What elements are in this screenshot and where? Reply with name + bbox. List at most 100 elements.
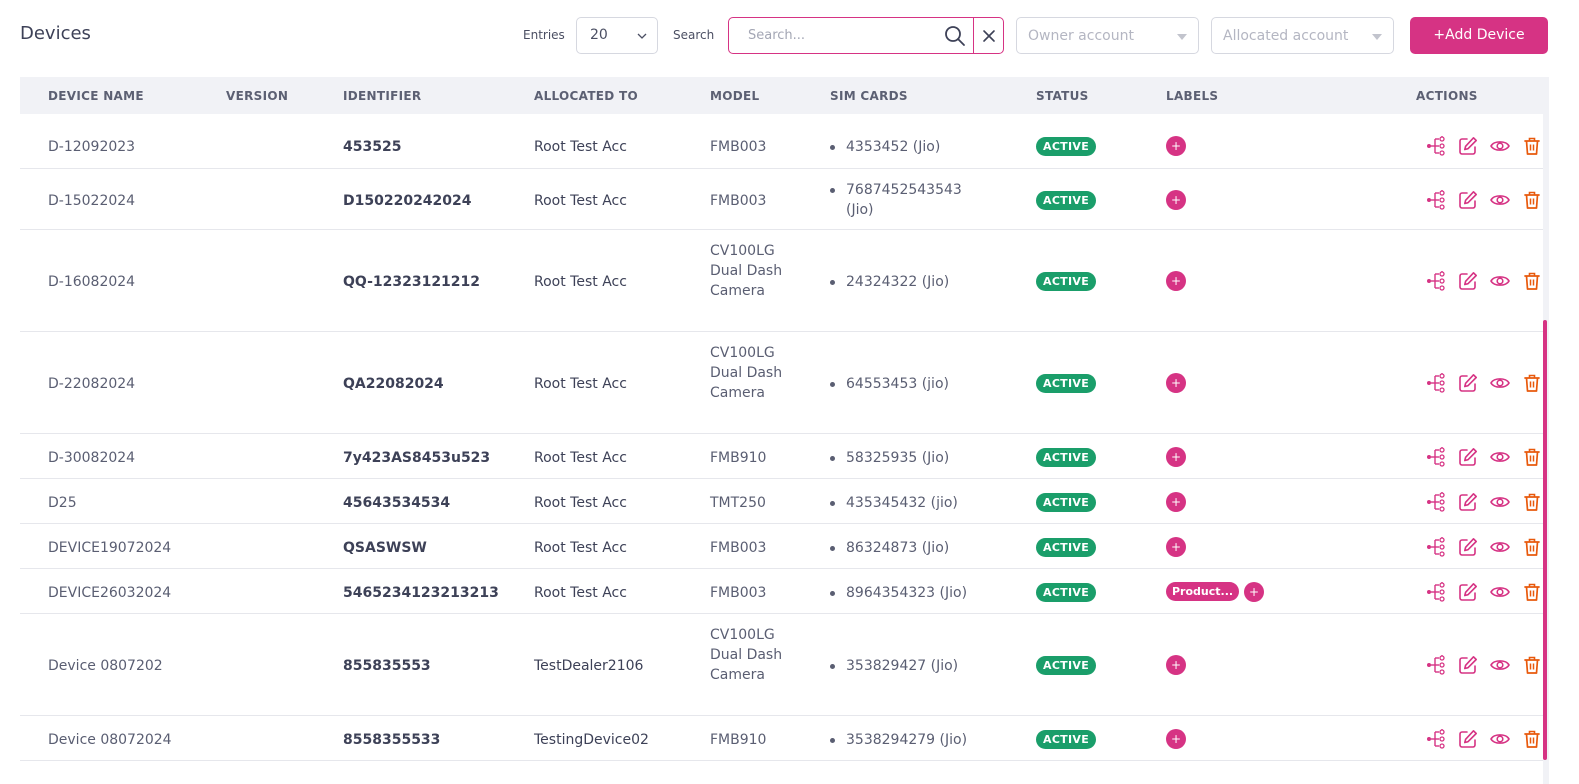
search-divider	[973, 18, 974, 53]
status-badge: ACTIVE	[1036, 374, 1097, 393]
device-name: D-15022024	[48, 192, 136, 209]
delete-icon[interactable]	[1521, 491, 1543, 513]
search-icon[interactable]	[943, 24, 967, 48]
add-device-button[interactable]: +Add Device	[1410, 17, 1548, 54]
col-device-name[interactable]: DEVICE NAME	[48, 89, 144, 103]
caret-down-icon	[1372, 34, 1382, 40]
labels-cell: +	[1166, 536, 1186, 557]
labels-cell: +	[1166, 373, 1186, 393]
col-sim-cards[interactable]: SIM CARDS	[830, 89, 908, 103]
device-sim-card: 353829427 (Jio)	[830, 656, 990, 676]
edit-icon[interactable]	[1457, 270, 1479, 292]
delete-icon[interactable]	[1521, 728, 1543, 750]
device-sim-card: 8964354323 (Jio)	[830, 583, 990, 603]
view-icon[interactable]	[1489, 654, 1511, 676]
row-actions	[1425, 189, 1543, 211]
device-allocated-to: Root Test Acc	[534, 139, 627, 155]
labels-cell: +	[1166, 189, 1186, 210]
owner-account-dropdown[interactable]: Owner account	[1016, 17, 1199, 54]
scrollbar-thumb[interactable]	[1543, 320, 1547, 760]
view-icon[interactable]	[1489, 728, 1511, 750]
device-identifier: 453525	[343, 139, 402, 155]
device-model: FMB910	[710, 731, 767, 748]
col-allocated-to[interactable]: ALLOCATED TO	[534, 89, 639, 103]
device-sim-card: 86324873 (Jio)	[830, 538, 990, 558]
add-label-icon[interactable]: +	[1166, 446, 1186, 467]
search-input[interactable]	[730, 19, 940, 52]
hierarchy-icon[interactable]	[1425, 654, 1447, 676]
add-label-icon[interactable]: +	[1166, 189, 1186, 210]
view-icon[interactable]	[1489, 536, 1511, 558]
add-label-icon[interactable]: +	[1166, 373, 1186, 393]
table-row: D-30082024 7y423AS8453u523 Root Test Acc FM…	[20, 434, 1544, 479]
device-allocated-to: Root Test Acc	[534, 494, 627, 511]
edit-icon[interactable]	[1457, 135, 1479, 157]
add-label-icon[interactable]: +	[1166, 536, 1186, 557]
entries-select[interactable]: 20	[576, 17, 658, 54]
delete-icon[interactable]	[1521, 189, 1543, 211]
add-label-icon[interactable]: +	[1166, 136, 1186, 156]
labels-cell: +	[1166, 271, 1186, 291]
hierarchy-icon[interactable]	[1425, 581, 1447, 603]
device-name: D-22082024	[48, 376, 136, 392]
delete-icon[interactable]	[1521, 581, 1543, 603]
edit-icon[interactable]	[1457, 189, 1479, 211]
add-label-icon[interactable]: +	[1166, 655, 1186, 675]
status-badge: ACTIVE	[1036, 190, 1097, 210]
labels-cell: +	[1166, 491, 1186, 512]
view-icon[interactable]	[1489, 446, 1511, 468]
page-title: Devices	[20, 23, 91, 44]
allocated-account-placeholder: Allocated account	[1223, 28, 1349, 44]
col-version[interactable]: VERSION	[226, 89, 289, 103]
hierarchy-icon[interactable]	[1425, 446, 1447, 468]
table-row: D25 45643534534 Root Test Acc TMT250 4353454…	[20, 479, 1544, 524]
page-header: Devices Entries 20 Search Owner account …	[0, 0, 1579, 76]
delete-icon[interactable]	[1521, 446, 1543, 468]
delete-icon[interactable]	[1521, 372, 1543, 394]
hierarchy-icon[interactable]	[1425, 536, 1447, 558]
hierarchy-icon[interactable]	[1425, 270, 1447, 292]
close-icon[interactable]	[979, 26, 999, 46]
delete-icon[interactable]	[1521, 270, 1543, 292]
add-label-icon[interactable]: +	[1166, 271, 1186, 291]
row-actions	[1425, 446, 1543, 468]
hierarchy-icon[interactable]	[1425, 189, 1447, 211]
edit-icon[interactable]	[1457, 446, 1479, 468]
view-icon[interactable]	[1489, 135, 1511, 157]
device-identifier: 7y423AS8453u523	[343, 449, 491, 466]
hierarchy-icon[interactable]	[1425, 491, 1447, 513]
view-icon[interactable]	[1489, 581, 1511, 603]
edit-icon[interactable]	[1457, 581, 1479, 603]
device-name: D-12092023	[48, 139, 136, 155]
view-icon[interactable]	[1489, 270, 1511, 292]
label-chip[interactable]: Product...	[1166, 582, 1240, 601]
col-status[interactable]: STATUS	[1036, 89, 1089, 103]
search-box	[728, 17, 1004, 54]
allocated-account-dropdown[interactable]: Allocated account	[1211, 17, 1394, 54]
row-actions	[1425, 536, 1543, 558]
delete-icon[interactable]	[1521, 654, 1543, 676]
view-icon[interactable]	[1489, 372, 1511, 394]
hierarchy-icon[interactable]	[1425, 135, 1447, 157]
edit-icon[interactable]	[1457, 536, 1479, 558]
table-row: D-16082024 QQ-12323121212 Root Test Acc CV1…	[20, 230, 1544, 332]
hierarchy-icon[interactable]	[1425, 372, 1447, 394]
hierarchy-icon[interactable]	[1425, 728, 1447, 750]
edit-icon[interactable]	[1457, 372, 1479, 394]
edit-icon[interactable]	[1457, 491, 1479, 513]
edit-icon[interactable]	[1457, 728, 1479, 750]
col-identifier[interactable]: IDENTIFIER	[343, 89, 422, 103]
add-label-icon[interactable]: +	[1244, 581, 1265, 602]
delete-icon[interactable]	[1521, 135, 1543, 157]
col-model[interactable]: MODEL	[710, 89, 760, 103]
add-label-icon[interactable]: +	[1166, 728, 1186, 749]
delete-icon[interactable]	[1521, 536, 1543, 558]
table-row: DEVICE26032024 5465234123213213 Root Test …	[20, 569, 1544, 614]
status-badge: ACTIVE	[1036, 537, 1097, 557]
device-name: D25	[48, 494, 77, 511]
add-label-icon[interactable]: +	[1166, 491, 1186, 512]
view-icon[interactable]	[1489, 189, 1511, 211]
edit-icon[interactable]	[1457, 654, 1479, 676]
table-row: D-22082024 QA22082024 Root Test Acc CV100LG…	[20, 332, 1544, 434]
view-icon[interactable]	[1489, 491, 1511, 513]
